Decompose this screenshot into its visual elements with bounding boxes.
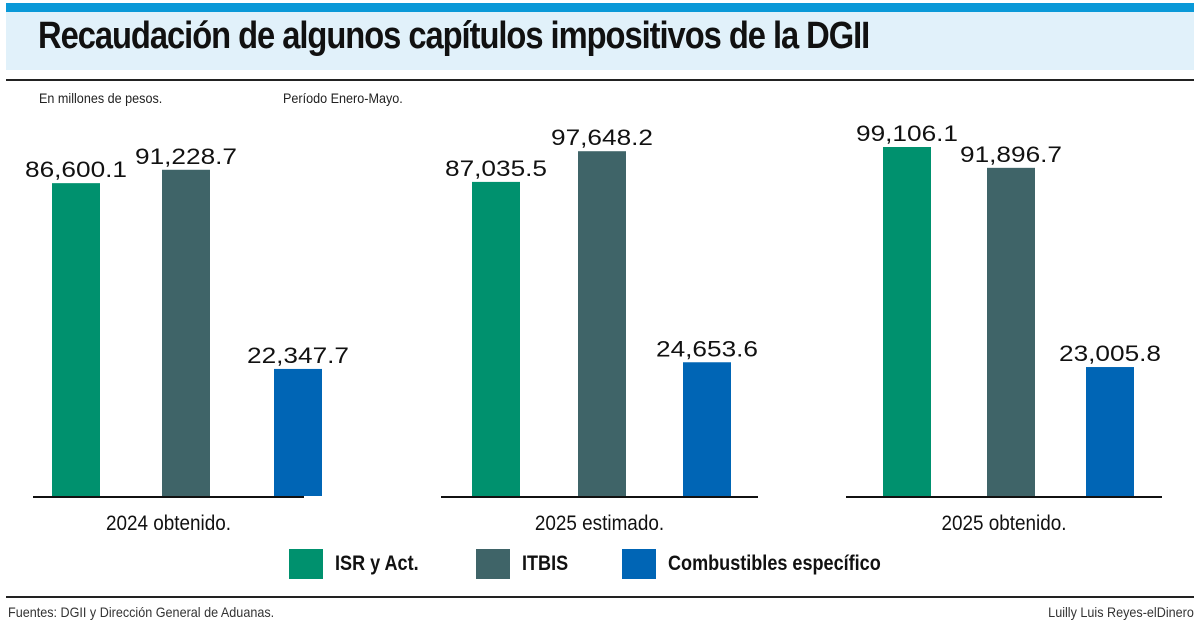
legend-item-itbis: ITBIS (476, 549, 576, 579)
title-background (6, 12, 1194, 70)
data-label: 22,347.7 (247, 343, 349, 368)
data-label: 24,653.6 (656, 336, 758, 361)
category-label: 2025 estimado. (535, 512, 664, 535)
data-label: 86,600.1 (25, 157, 127, 182)
period-note: Período Enero-Mayo. (283, 90, 403, 106)
bar-combustibles-2 (1086, 367, 1134, 496)
bar-itbis-0 (162, 169, 210, 496)
source-note: Fuentes: DGII y Dirección General de Adu… (8, 604, 275, 620)
chart-title: Recaudación de algunos capítulos imposit… (38, 15, 870, 57)
header-divider (6, 79, 1194, 81)
category-label: 2025 obtenido. (941, 512, 1066, 535)
category-label: 2024 obtenido. (106, 512, 231, 535)
legend-swatch-isr (289, 549, 323, 579)
bar-itbis-1 (578, 151, 626, 496)
legend-swatch-itbis (476, 549, 510, 579)
bar-itbis-2 (987, 167, 1035, 497)
data-label: 23,005.8 (1059, 341, 1161, 366)
bar-chart: 86,600.1 91,228.7 22,347.7 2024 obtenido. 87… (25, 121, 1162, 535)
unit-note: En millones de pesos. (39, 90, 163, 106)
bar-combustibles-1 (683, 362, 731, 496)
data-label: 87,035.5 (445, 156, 547, 181)
legend-item-isr: ISR y Act. (289, 549, 432, 579)
credit-note: Luilly Luis Reyes-elDinero (1048, 604, 1194, 620)
legend-item-combustibles: Combustibles específico (622, 549, 915, 579)
data-label: 99,106.1 (856, 121, 958, 146)
data-label: 97,648.2 (551, 125, 653, 150)
bar-combustibles-0 (274, 368, 322, 496)
bar-isr-0 (52, 183, 100, 496)
legend-label-itbis: ITBIS (522, 552, 569, 575)
legend-label-combustibles: Combustibles específico (668, 552, 881, 575)
legend-label-isr: ISR y Act. (335, 552, 419, 575)
bar-isr-2 (883, 147, 931, 496)
title-accent-bar (6, 3, 1194, 12)
data-label: 91,228.7 (135, 144, 237, 169)
footer-divider (6, 596, 1194, 598)
bar-isr-1 (472, 181, 520, 496)
legend-swatch-combustibles (622, 549, 656, 579)
data-label: 91,896.7 (960, 142, 1062, 167)
